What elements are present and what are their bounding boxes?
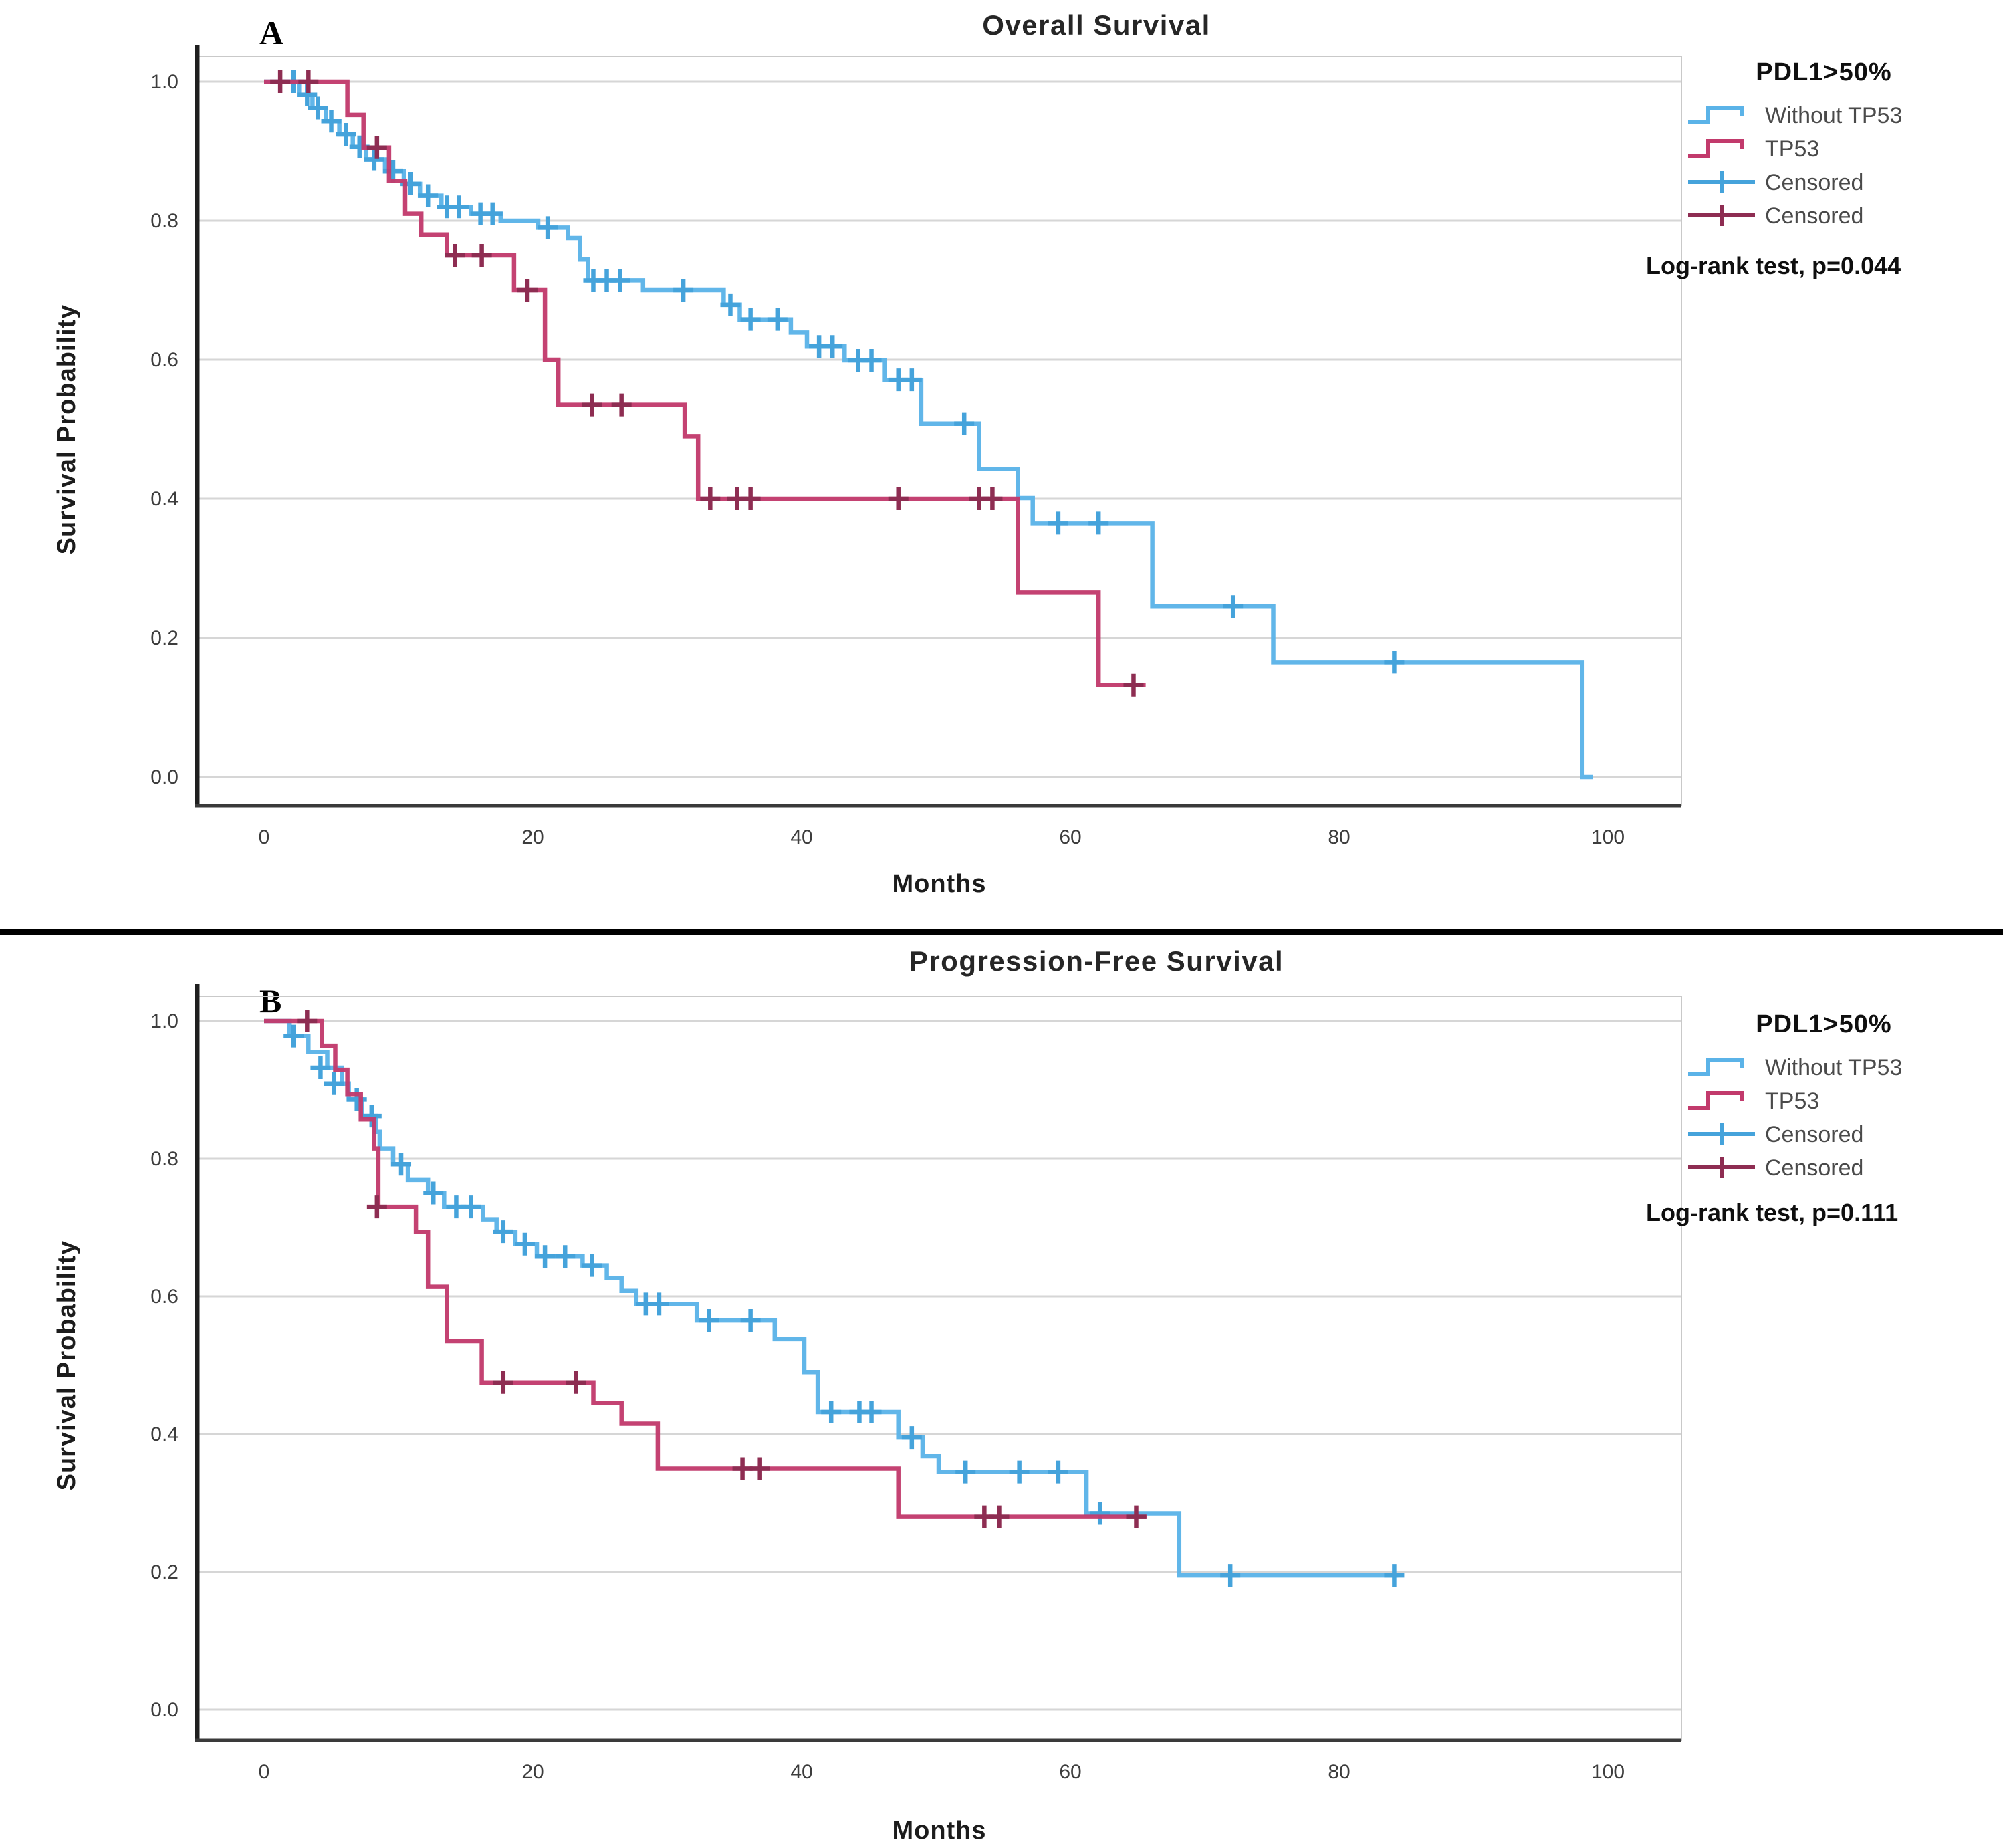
km-curve-tp53: [264, 1018, 1147, 1519]
x-tick-label-40: 40: [790, 1761, 812, 1783]
x-tick-label-20: 20: [521, 826, 544, 848]
y-tick-label-0.0: 0.0: [150, 766, 179, 788]
plot-area-overall-survival: 0.0 0.2 0.4 0.6 0.8 1.0 0 20 40 60 80 100: [150, 45, 1682, 848]
y-tick-label-0.4: 0.4: [150, 1423, 179, 1446]
x-tick-label-100: 100: [1591, 826, 1625, 848]
y-tick-label-0.8: 0.8: [150, 1148, 179, 1170]
y-tick-label-1.0: 1.0: [150, 71, 179, 93]
legend-title-a: PDL1>50%: [1756, 58, 1891, 86]
legend-swatches-b: [1688, 1058, 1755, 1178]
x-tick-label-80: 80: [1328, 826, 1350, 848]
legend-swatch-step-0: [1688, 106, 1744, 124]
log-rank-annotation-b: Log-rank test, p=0.111: [1646, 1199, 1898, 1226]
censor-marks-without-tp53: [283, 1024, 1405, 1587]
legend-item-label-without-tp53-a: Without TP53: [1765, 103, 1902, 128]
legend-progression-free-survival: PDL1>50% Without TP53 TP53 Censored Cens…: [1688, 1010, 1902, 1181]
x-tick-label-100: 100: [1591, 1761, 1625, 1783]
km-chart-progression-free-survival: Progression-Free Survival B 0.0 0.2 0.4 0.6…: [53, 945, 1902, 1845]
y-tick-label-0.6: 0.6: [150, 349, 179, 371]
y-tick-label-0.0: 0.0: [150, 1699, 179, 1721]
legend-swatches-a: [1688, 106, 1755, 226]
y-axis-title-overall-survival: Survival Probability: [53, 304, 81, 555]
x-tick-label-80: 80: [1328, 1761, 1350, 1783]
plot-area-progression-free-survival: 0.0 0.2 0.4 0.6 0.8 1.0 0 20 40 60 80 100: [150, 984, 1682, 1783]
x-axis-title-overall-survival: Months: [892, 870, 986, 898]
y-tick-label-0.2: 0.2: [150, 1561, 179, 1583]
legend-swatch-step-0: [1688, 1058, 1744, 1076]
legend-swatch-step-1: [1688, 1091, 1744, 1110]
km-curve-without-tp53: [264, 1018, 1399, 1578]
legend-item-label-censored-blue-b: Censored: [1765, 1122, 1863, 1147]
legend-overall-survival: PDL1>50% Without TP53 TP53 Censored Cens…: [1688, 58, 1902, 229]
x-tick-label-20: 20: [521, 1761, 544, 1783]
y-tick-label-0.6: 0.6: [150, 1286, 179, 1308]
legend-title-b: PDL1>50%: [1756, 1010, 1891, 1038]
plot-frame: [197, 996, 1682, 1741]
censor-marks-without-tp53: [283, 70, 1405, 674]
panel-letter-a: A: [259, 14, 283, 51]
legend-swatch-step-1: [1688, 139, 1744, 158]
legend-item-label-censored-blue-a: Censored: [1765, 170, 1863, 195]
x-tick-label-60: 60: [1059, 826, 1081, 848]
panel-progression-free-survival: Progression-Free Survival B 0.0 0.2 0.4 0.6…: [0, 935, 2003, 1848]
km-chart-overall-survival: Overall Survival A 0.0 0.2 0.4 0.6 0.8 1.0 0 20…: [53, 9, 1902, 898]
x-tick-label-60: 60: [1059, 1761, 1081, 1783]
log-rank-annotation-a: Log-rank test, p=0.044: [1646, 252, 1901, 279]
y-tick-label-0.4: 0.4: [150, 488, 179, 510]
legend-item-label-without-tp53-b: Without TP53: [1765, 1055, 1902, 1080]
censor-marks-tp53: [297, 1010, 1147, 1528]
x-tick-label-0: 0: [259, 1761, 270, 1783]
x-tick-label-40: 40: [790, 826, 812, 848]
legend-item-label-censored-red-b: Censored: [1765, 1155, 1863, 1181]
legend-item-label-tp53-a: TP53: [1765, 136, 1819, 162]
panel-overall-survival: Overall Survival A 0.0 0.2 0.4 0.6 0.8 1.0 0 20…: [53, 9, 1902, 898]
legend-item-label-censored-red-a: Censored: [1765, 203, 1863, 229]
panel-letter-b: B: [259, 982, 281, 1020]
y-tick-label-0.2: 0.2: [150, 627, 179, 649]
x-tick-label-0: 0: [259, 826, 270, 848]
panel-divider: [0, 929, 2003, 935]
x-axis-title-progression-free-survival: Months: [892, 1817, 986, 1845]
plot-frame: [197, 56, 1682, 806]
chart-title-progression-free-survival: Progression-Free Survival: [909, 945, 1284, 977]
y-tick-label-0.8: 0.8: [150, 210, 179, 232]
censor-marks-tp53: [270, 70, 1144, 697]
y-tick-label-1.0: 1.0: [150, 1010, 179, 1032]
legend-item-label-tp53-b: TP53: [1765, 1088, 1819, 1114]
chart-title-overall-survival: Overall Survival: [982, 9, 1211, 41]
y-axis-title-progression-free-survival: Survival Probability: [53, 1240, 81, 1491]
